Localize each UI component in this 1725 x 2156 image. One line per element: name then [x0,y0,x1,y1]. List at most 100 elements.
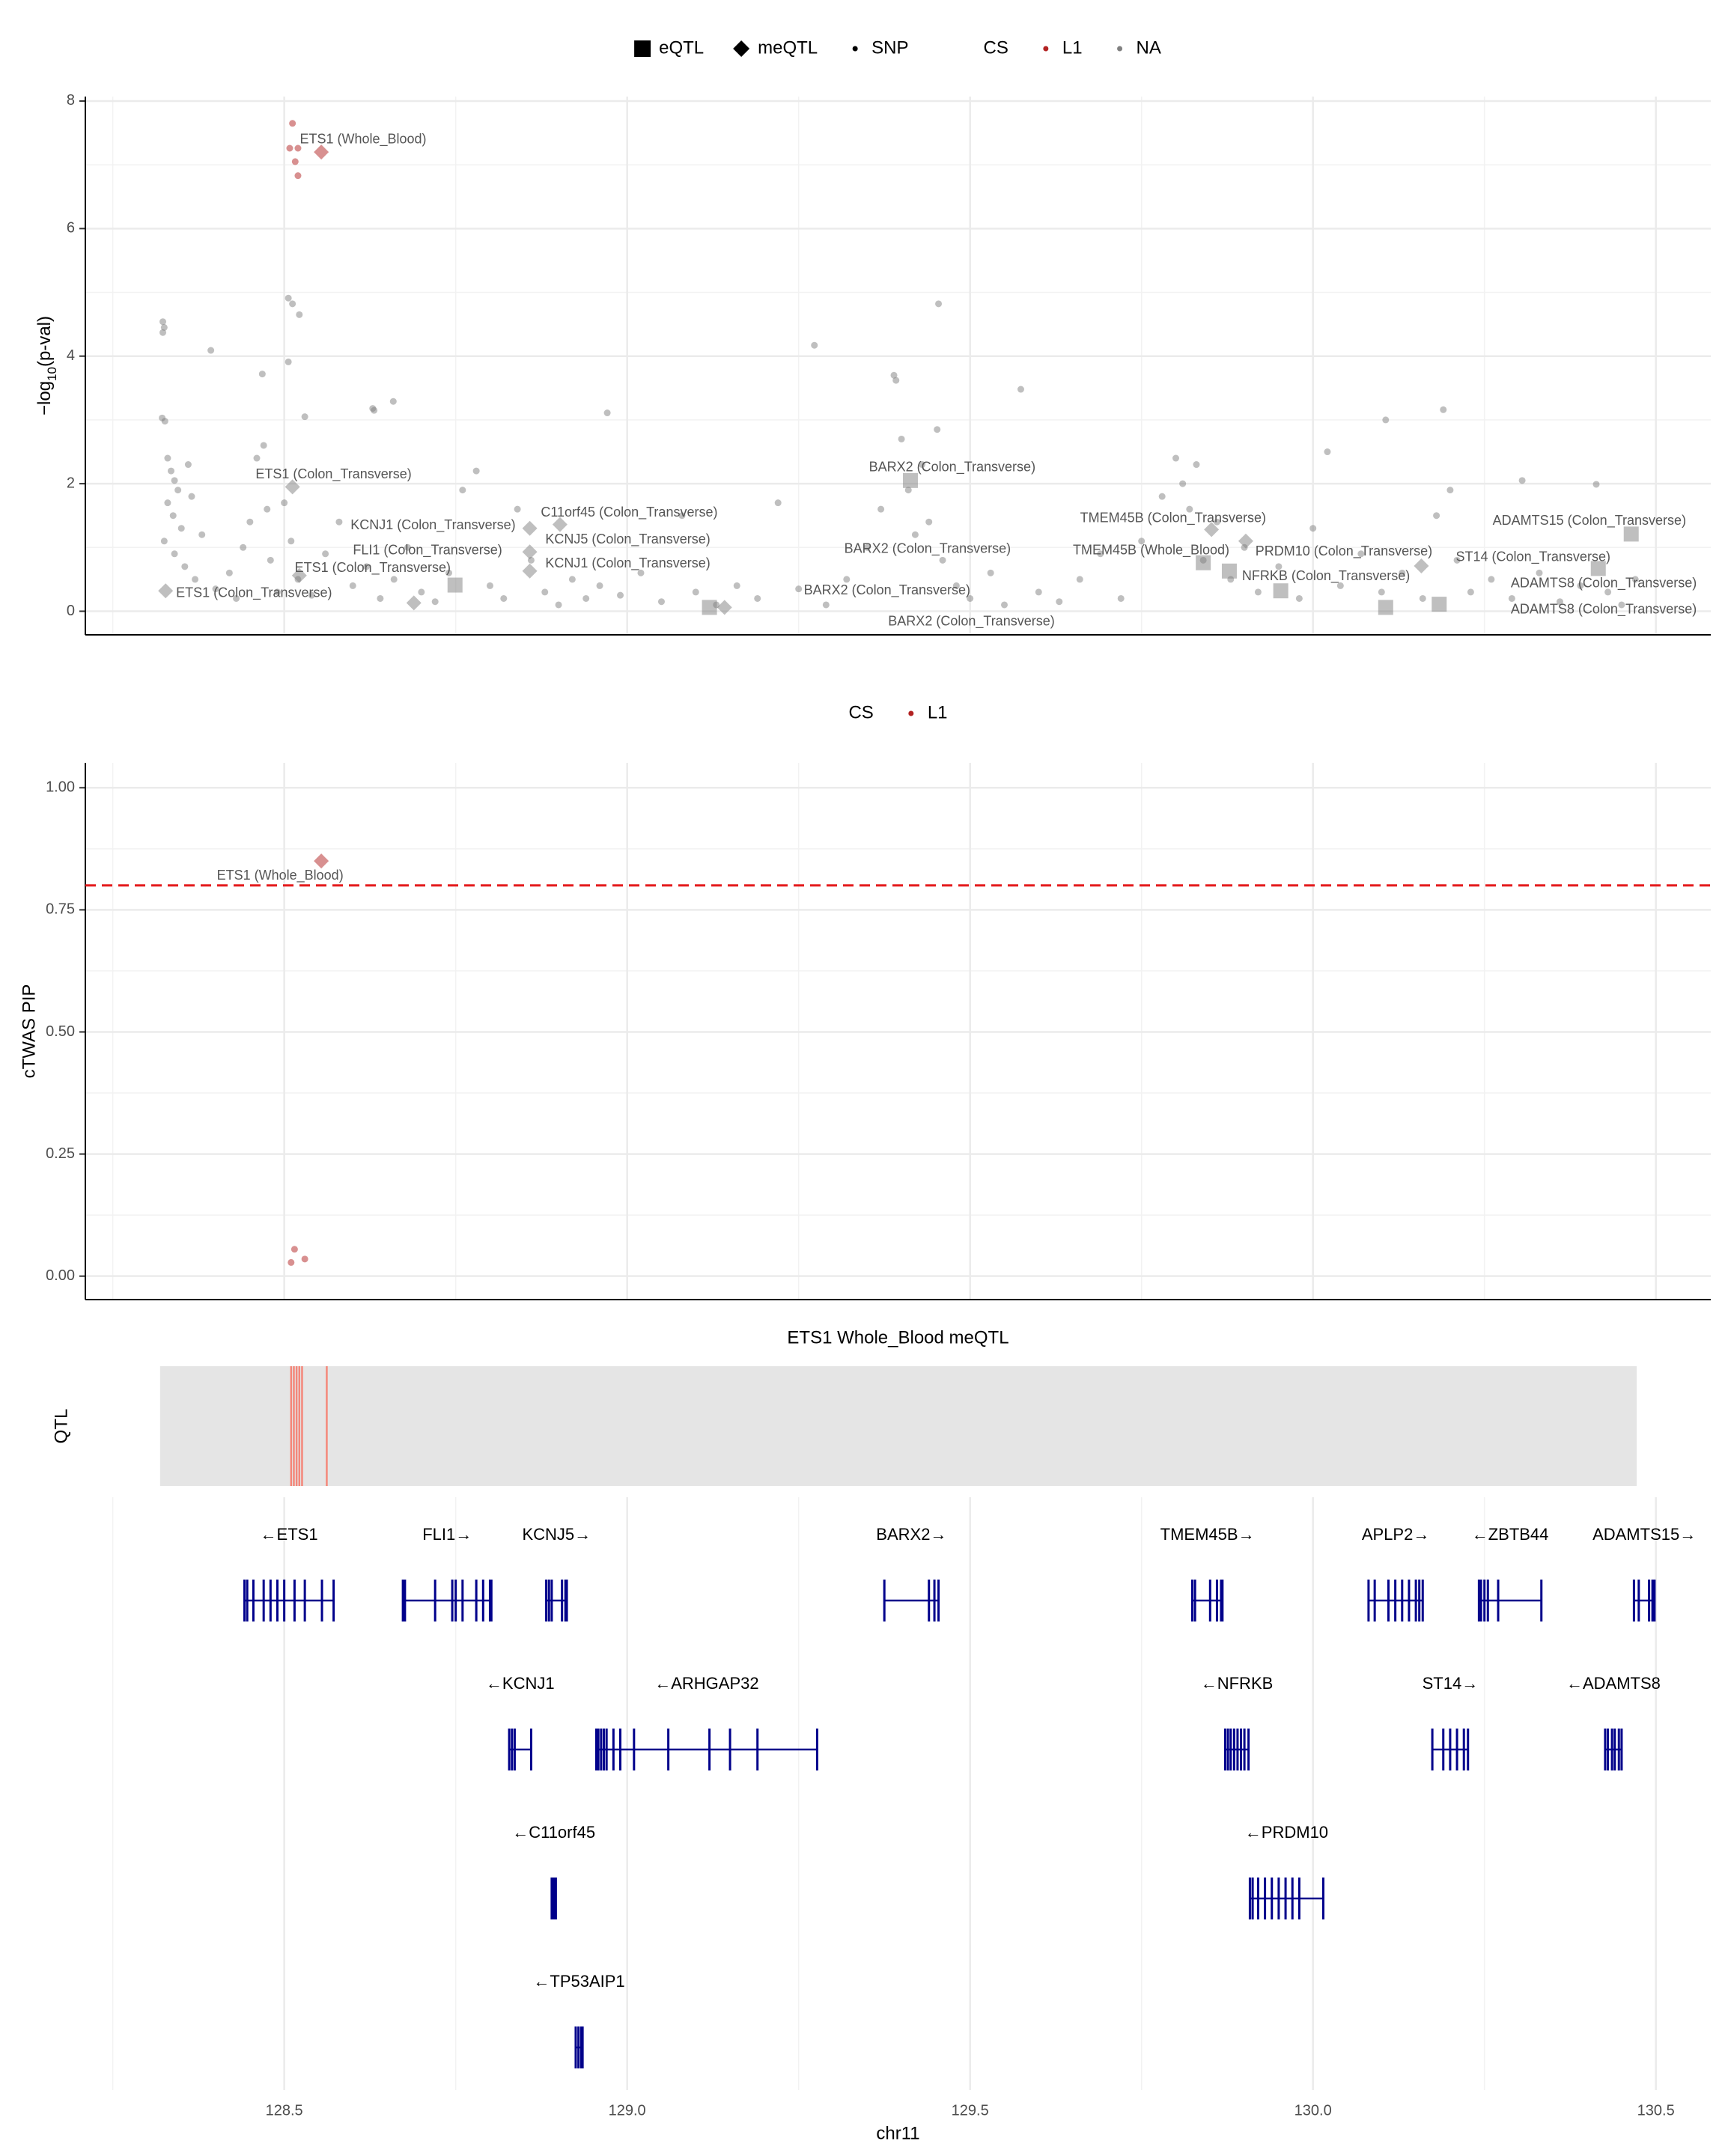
exon [1193,1580,1196,1621]
annotation: ST14 (Colon_Transverse) [1456,549,1610,565]
exon [883,1580,886,1621]
exon [1462,1729,1465,1770]
exon [597,1729,600,1770]
exon [1604,1729,1607,1770]
exon [269,1580,272,1621]
annotation: BARX2 (Colon_Transverse) [804,582,970,598]
qtl-range [159,1366,1637,1486]
point [1440,406,1447,413]
x-tick-label: 129.0 [609,2102,646,2119]
point [902,472,918,488]
exon [1236,1729,1239,1770]
exon [1271,1878,1274,1919]
point [1518,477,1526,484]
exon [454,1580,457,1621]
point [285,479,300,495]
legend-label: CS [984,37,1008,58]
exon [1497,1580,1500,1621]
point [500,594,508,602]
point [1590,561,1606,576]
point [158,583,174,599]
point [363,563,371,570]
point [522,544,538,560]
annotation: ETS1 (Colon_Transverse) [295,560,451,576]
legend-label: eQTL [659,37,704,58]
exon [243,1580,246,1621]
point [288,1258,295,1266]
exon [1620,1729,1623,1770]
x-tick-label: 128.5 [266,2102,303,2119]
annotation: FLI1 (Colon_Transverse) [353,542,502,558]
exon [564,1580,567,1621]
point [459,487,466,494]
x-tick-label: 129.5 [952,2102,989,2119]
point [637,569,645,576]
exon [1477,1580,1480,1621]
point [1631,576,1639,583]
point [582,594,590,602]
point [822,601,830,609]
point [934,426,941,433]
point [617,591,624,599]
y-tick-label: 1.00 [46,779,75,796]
gene-label: ←ADAMTS8 [1566,1674,1661,1693]
exon [1291,1878,1294,1919]
exon [529,1729,532,1770]
point [233,594,240,602]
point [1378,600,1393,615]
exon [1418,1580,1421,1621]
annotation: BARX2 (Colon_Transverse) [888,614,1054,630]
exon [508,1729,511,1770]
exon [603,1729,606,1770]
point [260,442,267,449]
point [184,461,192,469]
exon [708,1729,711,1770]
point [1097,550,1104,558]
point [568,576,576,583]
y-tick-label: 0 [67,603,75,619]
point [314,853,329,869]
point [1592,481,1600,488]
gene-label: ST14→ [1423,1674,1479,1693]
legend-key [634,40,651,57]
point [541,588,549,596]
gene-label: ←ETS1 [261,1525,318,1544]
y-axis-title-part: 10 [45,367,59,381]
annotation: ADAMTS15 (Colon_Transverse) [1493,513,1686,529]
exon [550,1580,553,1621]
point [1204,522,1220,538]
legend-label: L1 [928,702,948,722]
point [522,563,538,579]
point [160,538,168,545]
point [174,487,182,494]
point [164,499,171,507]
point [1196,555,1211,570]
point [291,567,307,583]
point [1221,563,1237,579]
point [171,477,178,484]
exon [1408,1580,1411,1621]
exon [283,1580,286,1621]
exon [461,1580,464,1621]
point [472,467,480,475]
legend-label: CS [848,702,873,722]
y-tick-label: 0.00 [46,1267,75,1284]
point [911,531,919,538]
point [1324,448,1331,456]
point [273,588,281,596]
point [603,409,611,417]
point [1604,588,1612,596]
point [258,371,266,378]
exon [579,2026,582,2068]
point [987,569,994,576]
exon [552,1878,555,1919]
exon [488,1580,491,1621]
point [169,512,177,520]
point [281,499,288,507]
legend: CS L1 [848,702,947,722]
point [188,493,195,500]
exon [293,1580,296,1621]
exon [513,1729,516,1770]
exon [574,2026,577,2068]
